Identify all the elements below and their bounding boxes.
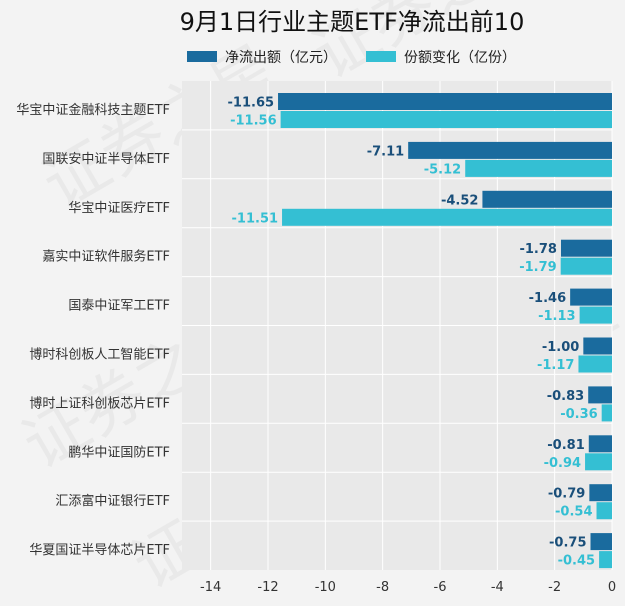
x-tick-label: -2 bbox=[548, 580, 561, 595]
bar-net-outflow bbox=[278, 93, 612, 110]
data-label: -0.94 bbox=[544, 456, 581, 471]
data-label: -0.75 bbox=[549, 536, 586, 551]
grid-lines bbox=[182, 81, 613, 570]
data-label: -1.13 bbox=[538, 309, 575, 324]
x-axis-ticks: -14 -12 -10 -8 -6 -4 -2 0 bbox=[200, 580, 616, 595]
bar-net-outflow bbox=[560, 239, 612, 257]
data-label: -0.36 bbox=[560, 407, 597, 422]
data-label: -0.45 bbox=[558, 554, 595, 569]
legend-label-share-change: 份额变化（亿份） bbox=[404, 50, 516, 66]
chart-title: 9月1日行业主题ETF净流出前10 bbox=[180, 8, 525, 36]
bar-share-change bbox=[578, 355, 612, 373]
x-tick-label: -14 bbox=[200, 580, 221, 595]
data-label: -11.51 bbox=[232, 211, 279, 226]
bar-net-outflow bbox=[590, 533, 612, 551]
data-label: -1.00 bbox=[542, 340, 579, 355]
bar-net-outflow bbox=[482, 190, 612, 208]
data-label: -11.65 bbox=[228, 96, 275, 111]
bar-share-change bbox=[282, 208, 612, 226]
legend-swatch-share-change bbox=[366, 51, 396, 62]
category-label: 国泰中证军工ETF bbox=[68, 299, 170, 314]
category-label: 华夏国证半导体芯片ETF bbox=[29, 543, 170, 558]
bar-share-change bbox=[601, 404, 612, 422]
category-label: 博时上证科创板芯片ETF bbox=[29, 396, 170, 411]
bar-share-change bbox=[560, 257, 612, 275]
x-tick-label: -8 bbox=[376, 580, 389, 595]
x-tick-label: -6 bbox=[434, 580, 447, 595]
x-tick-label: -12 bbox=[257, 580, 278, 595]
bar-share-change bbox=[585, 453, 612, 471]
data-label: -1.78 bbox=[519, 242, 556, 257]
data-label: -0.79 bbox=[548, 487, 585, 502]
bar-net-outflow bbox=[408, 141, 612, 159]
legend: 净流出额（亿元） 份额变化（亿份） bbox=[187, 50, 516, 66]
value-labels: -11.65 -11.56 -7.11 -5.12 -4.52 -11.51 -1.78 -1… bbox=[228, 96, 598, 569]
data-label: -7.11 bbox=[367, 144, 404, 159]
category-label: 鹏华中证国防ETF bbox=[68, 444, 170, 460]
data-label: -1.17 bbox=[537, 358, 574, 373]
x-tick-label: -10 bbox=[315, 580, 336, 595]
data-label: -1.79 bbox=[519, 260, 556, 275]
data-label: -11.56 bbox=[230, 114, 277, 129]
bars bbox=[278, 93, 612, 569]
bar-share-change bbox=[579, 306, 612, 324]
category-label: 国联安中证半导体ETF bbox=[42, 152, 170, 167]
bar-net-outflow bbox=[589, 484, 612, 502]
data-label: -0.81 bbox=[547, 438, 584, 453]
x-tick-label: -4 bbox=[491, 580, 504, 595]
data-label: -0.54 bbox=[555, 505, 592, 520]
category-label: 博时科创板人工智能ETF bbox=[29, 348, 170, 363]
data-label: -4.52 bbox=[441, 193, 478, 208]
bar-share-change bbox=[596, 502, 612, 520]
data-label: -0.83 bbox=[547, 389, 584, 404]
category-label: 汇添富中证银行ETF bbox=[55, 493, 170, 509]
bar-share-change bbox=[599, 551, 612, 569]
data-label: -5.12 bbox=[424, 162, 461, 177]
category-label: 华宝中证金融科技主题ETF bbox=[16, 102, 170, 118]
category-label: 嘉实中证软件服务ETF bbox=[42, 249, 170, 265]
legend-label-net-outflow: 净流出额（亿元） bbox=[225, 50, 337, 66]
bar-net-outflow bbox=[588, 386, 612, 404]
bar-share-change bbox=[465, 159, 612, 177]
bar-net-outflow bbox=[583, 337, 612, 355]
bar-net-outflow bbox=[570, 288, 612, 306]
x-tick-label: 0 bbox=[608, 580, 616, 595]
data-label: -1.46 bbox=[529, 291, 566, 306]
bar-share-change bbox=[280, 111, 612, 128]
category-label: 华宝中证医疗ETF bbox=[68, 201, 170, 216]
legend-swatch-net-outflow bbox=[187, 51, 217, 62]
bar-net-outflow bbox=[588, 435, 612, 453]
category-labels: 华宝中证金融科技主题ETF 国联安中证半导体ETF 华宝中证医疗ETF 嘉实中证软件服… bbox=[16, 102, 170, 558]
